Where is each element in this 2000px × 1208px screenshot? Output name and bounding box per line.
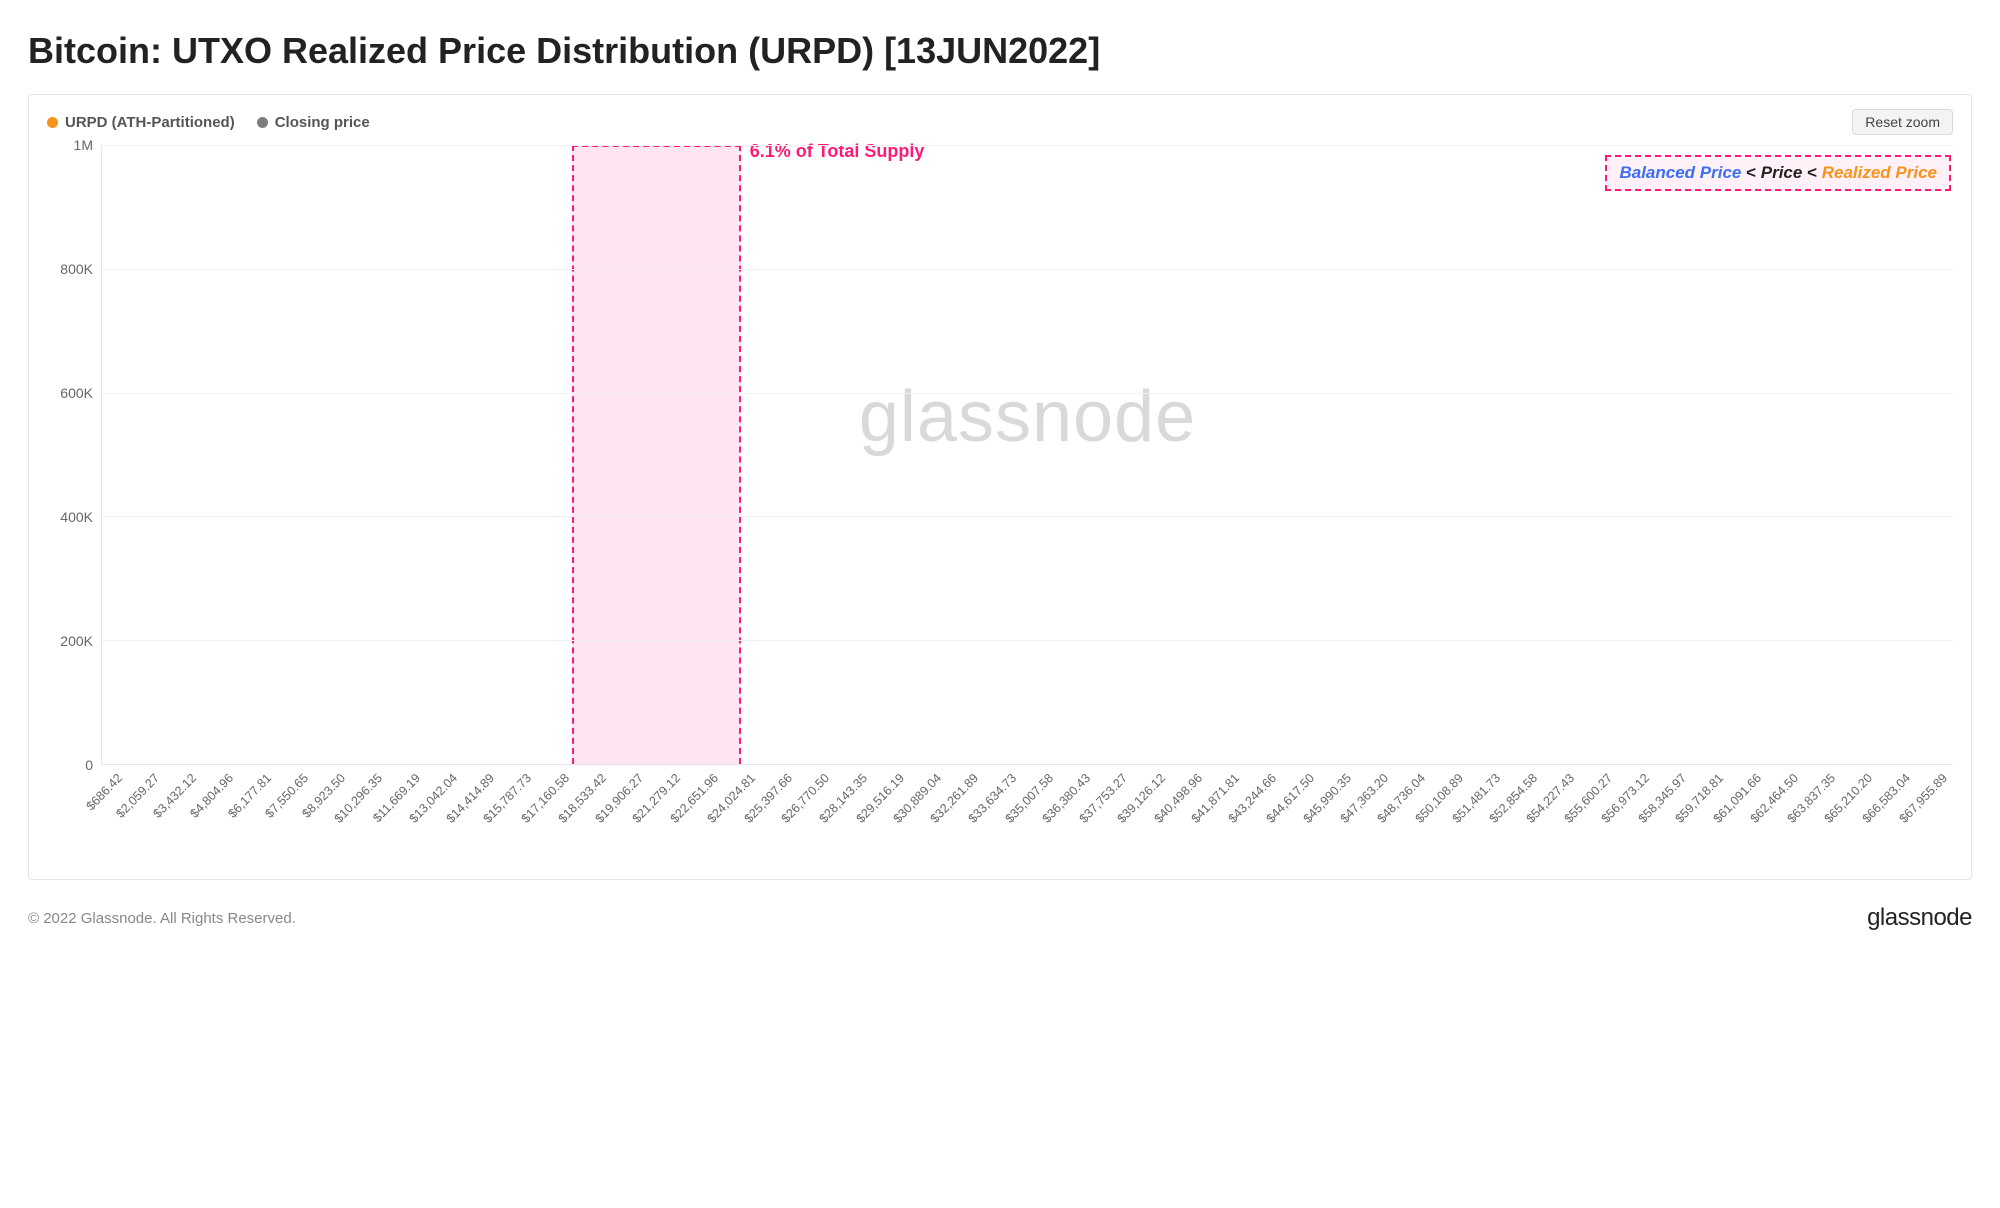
legend-dot-closing [257,117,268,128]
annotation-part: < [1802,163,1821,182]
legend-row: URPD (ATH-Partitioned) Closing price Res… [47,109,1953,135]
plot-area: glassnode 6.1% of Total Supply Balanced … [101,145,1953,765]
x-slot: $67,955.89 [1932,765,1947,861]
annotation-part: < [1741,163,1760,182]
chart-card: URPD (ATH-Partitioned) Closing price Res… [28,94,1972,880]
y-tick-label: 200K [47,633,93,649]
y-tick-label: 400K [47,509,93,525]
y-tick-label: 600K [47,385,93,401]
gridline [102,145,1953,146]
gridline [102,269,1953,270]
annotation-part: Balanced Price [1619,163,1741,182]
gridline [102,516,1953,517]
legend-label-urpd: URPD (ATH-Partitioned) [65,114,235,131]
legend-item-closing[interactable]: Closing price [257,114,370,131]
bars-container [102,145,1953,764]
y-tick-label: 1M [47,137,93,153]
page-title: Bitcoin: UTXO Realized Price Distributio… [28,30,1972,72]
footer: © 2022 Glassnode. All Rights Reserved. g… [28,904,1972,932]
footer-copyright: © 2022 Glassnode. All Rights Reserved. [28,910,296,927]
x-axis: $686.42$2,059.27$3,432.12$4,804.96$6,177… [101,765,1953,861]
annotation-part: Realized Price [1822,163,1937,182]
footer-brand: glassnode [1867,904,1972,932]
reset-zoom-button[interactable]: Reset zoom [1852,109,1953,135]
annotation-part: Price [1761,163,1803,182]
y-tick-label: 800K [47,261,93,277]
legend-dot-urpd [47,117,58,128]
legend-label-closing: Closing price [275,114,370,131]
gridline [102,393,1953,394]
gridline [102,640,1953,641]
annotation-box: Balanced Price < Price < Realized Price [1605,155,1951,191]
y-axis: 0200K400K600K800K1M [47,145,101,765]
y-tick-label: 0 [47,757,93,773]
plot-wrap: 0200K400K600K800K1M glassnode 6.1% of To… [47,145,1953,765]
legend-item-urpd[interactable]: URPD (ATH-Partitioned) [47,114,235,131]
